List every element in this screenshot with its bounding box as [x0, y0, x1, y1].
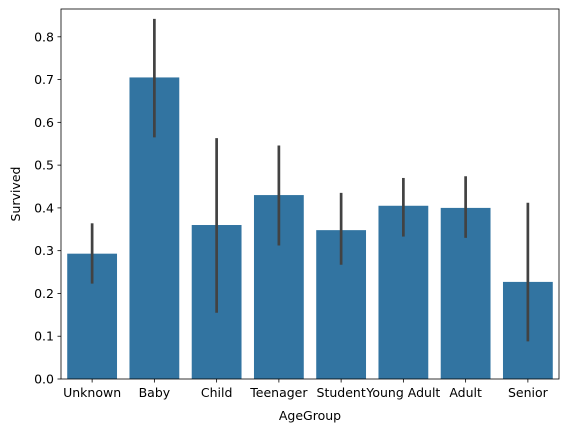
y-tick-label: 0.3 [34, 243, 54, 258]
x-axis-ticks: Unknown Baby Child Teenager Student Young Adu… [63, 379, 549, 400]
plot-frame [60, 8, 560, 380]
x-tick-label: Young Adult [365, 385, 440, 400]
x-axis-label: AgeGroup [279, 408, 341, 423]
x-tick-label: Adult [449, 385, 482, 400]
x-tick-label: Child [201, 385, 233, 400]
x-tick-label: Student [317, 385, 366, 400]
y-tick-label: 0.7 [34, 72, 54, 87]
y-tick-label: 0.1 [34, 329, 54, 344]
x-tick-label: Senior [508, 385, 549, 400]
y-axis-ticks: 0.0 0.1 0.2 0.3 0.4 0.5 0.6 0.7 0.8 [34, 29, 61, 387]
y-tick-label: 0.8 [34, 29, 54, 44]
x-tick-label: Baby [139, 385, 171, 400]
y-axis-label: Survived [8, 167, 23, 222]
y-tick-label: 0.6 [34, 115, 54, 130]
y-tick-label: 0.2 [34, 286, 54, 301]
x-tick-label: Teenager [249, 385, 308, 400]
y-tick-label: 0.0 [34, 372, 54, 387]
y-tick-label: 0.4 [34, 200, 54, 215]
y-tick-label: 0.5 [34, 158, 54, 173]
bars-group [67, 77, 553, 380]
x-tick-label: Unknown [63, 385, 121, 400]
error-bars-group [90, 18, 530, 342]
